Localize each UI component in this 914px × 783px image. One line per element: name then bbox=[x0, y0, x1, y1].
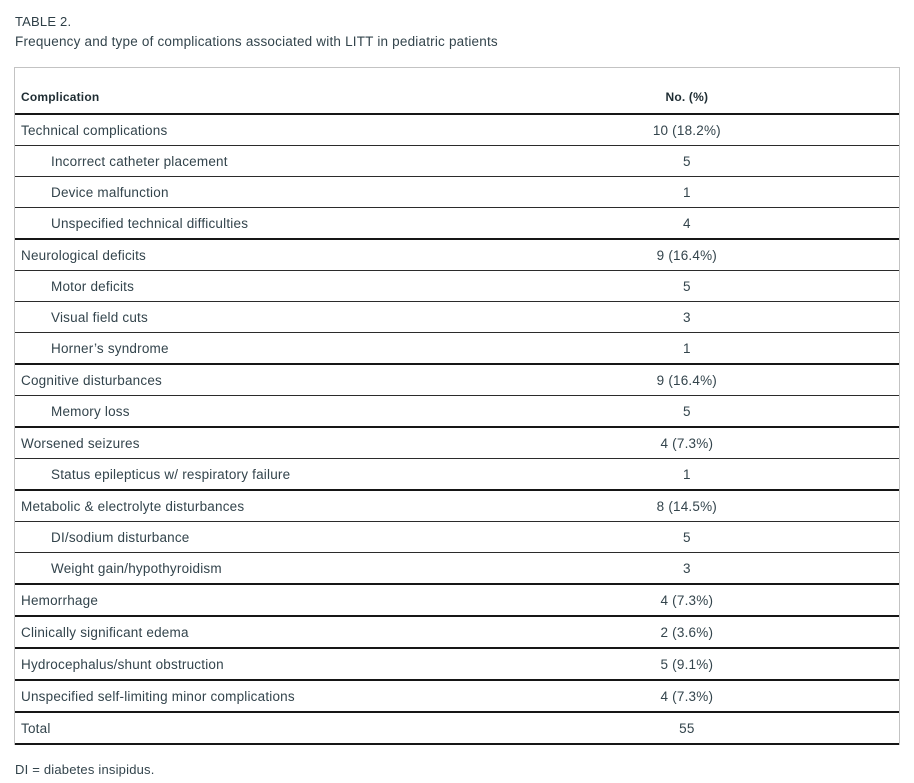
complication-value: 8 (14.5%) bbox=[474, 489, 899, 522]
complication-value: 55 bbox=[474, 711, 899, 746]
complication-value: 9 (16.4%) bbox=[474, 363, 899, 396]
complication-label: Clinically significant edema bbox=[15, 615, 475, 649]
table-row: Hydrocephalus/shunt obstruction 5 (9.1%) bbox=[15, 647, 899, 681]
table-body: Technical complications 10 (18.2%) Incor… bbox=[15, 114, 899, 746]
complication-label: Metabolic & electrolyte disturbances bbox=[15, 489, 475, 522]
complication-value: 4 (7.3%) bbox=[474, 426, 899, 459]
complication-value: 1 bbox=[474, 458, 899, 491]
complication-value: 1 bbox=[474, 332, 899, 365]
table-row: Unspecified technical difficulties 4 bbox=[15, 207, 899, 240]
table-row: Hemorrhage 4 (7.3%) bbox=[15, 583, 899, 617]
complication-value: 4 bbox=[474, 207, 899, 240]
complication-value: 9 (16.4%) bbox=[474, 238, 899, 271]
table-row: Device malfunction 1 bbox=[15, 176, 899, 208]
complication-value: 5 bbox=[474, 270, 899, 302]
complication-value: 5 bbox=[474, 521, 899, 553]
complication-label: Status epilepticus w/ respiratory failur… bbox=[15, 458, 475, 491]
table-row: Neurological deficits 9 (16.4%) bbox=[15, 238, 899, 271]
complication-value: 4 (7.3%) bbox=[474, 583, 899, 617]
complication-label: Unspecified technical difficulties bbox=[15, 207, 475, 240]
complication-label: Technical complications bbox=[21, 122, 168, 138]
complication-label: Unspecified self-limiting minor complica… bbox=[15, 679, 475, 713]
complication-value: 4 (7.3%) bbox=[474, 679, 899, 713]
complication-label: Incorrect catheter placement bbox=[15, 145, 475, 177]
table-row: Worsened seizures 4 (7.3%) bbox=[15, 426, 899, 459]
table-row: Motor deficits 5 bbox=[15, 270, 899, 302]
complication-label: Neurological deficits bbox=[15, 238, 475, 271]
complication-label: Weight gain/hypothyroidism bbox=[15, 552, 475, 585]
complication-value: 5 bbox=[474, 395, 899, 428]
table-row: Weight gain/hypothyroidism 3 bbox=[15, 552, 899, 585]
complication-label: Motor deficits bbox=[15, 270, 475, 302]
table-row: Memory loss 5 bbox=[15, 395, 899, 428]
table-header: Complication No. (%) bbox=[15, 68, 899, 116]
table-row: Visual field cuts 3 bbox=[15, 301, 899, 333]
complication-value: 2 (3.6%) bbox=[474, 615, 899, 649]
complication-label: Memory loss bbox=[15, 395, 475, 428]
table-row: Incorrect catheter placement 5 bbox=[15, 145, 899, 177]
complications-table: Complication No. (%) Technical complicat… bbox=[15, 68, 899, 746]
complication-label: Worsened seizures bbox=[15, 426, 475, 459]
complication-label: DI/sodium disturbance bbox=[15, 521, 475, 553]
complication-value: 5 bbox=[474, 145, 899, 177]
table-row: Cognitive disturbances 9 (16.4%) bbox=[15, 363, 899, 396]
table-row: Total 55 bbox=[15, 711, 899, 746]
table-footnote: DI = diabetes insipidus. bbox=[15, 762, 155, 778]
complications-table-frame: Complication No. (%) Technical complicat… bbox=[14, 67, 900, 746]
column-header-complication: Complication bbox=[15, 68, 475, 116]
table-row: Clinically significant edema 2 (3.6%) bbox=[15, 615, 899, 649]
table-row: Status epilepticus w/ respiratory failur… bbox=[15, 458, 899, 491]
table-row: DI/sodium disturbance 5 bbox=[15, 521, 899, 553]
complication-value: 1 bbox=[474, 176, 899, 208]
column-header-number-percent: No. (%) bbox=[474, 68, 899, 116]
complication-label: Device malfunction bbox=[15, 176, 475, 208]
table-number-label: TABLE 2. bbox=[15, 14, 72, 29]
table-row: Metabolic & electrolyte disturbances 8 (… bbox=[15, 489, 899, 522]
complication-value: 10 (18.2%) bbox=[652, 122, 721, 138]
table-row: Unspecified self-limiting minor complica… bbox=[15, 679, 899, 713]
complication-label: Hemorrhage bbox=[15, 583, 475, 617]
complication-label: Visual field cuts bbox=[15, 301, 475, 333]
complication-label: Horner’s syndrome bbox=[15, 332, 475, 365]
table-row: Horner’s syndrome 1 bbox=[15, 332, 899, 365]
complication-value: 3 bbox=[474, 552, 899, 585]
complication-label: Hydrocephalus/shunt obstruction bbox=[15, 647, 475, 681]
complication-value: 5 (9.1%) bbox=[474, 647, 899, 681]
complication-value: 3 bbox=[474, 301, 899, 333]
complication-label: Cognitive disturbances bbox=[15, 363, 475, 396]
table-caption: TABLE 2. Frequency and type of complicat… bbox=[15, 13, 900, 52]
table-title: Frequency and type of complications asso… bbox=[15, 33, 498, 49]
complication-label: Total bbox=[15, 711, 475, 746]
table-header-row: Complication No. (%) bbox=[15, 68, 899, 116]
table-row: Technical complications 10 (18.2%) bbox=[15, 114, 899, 146]
